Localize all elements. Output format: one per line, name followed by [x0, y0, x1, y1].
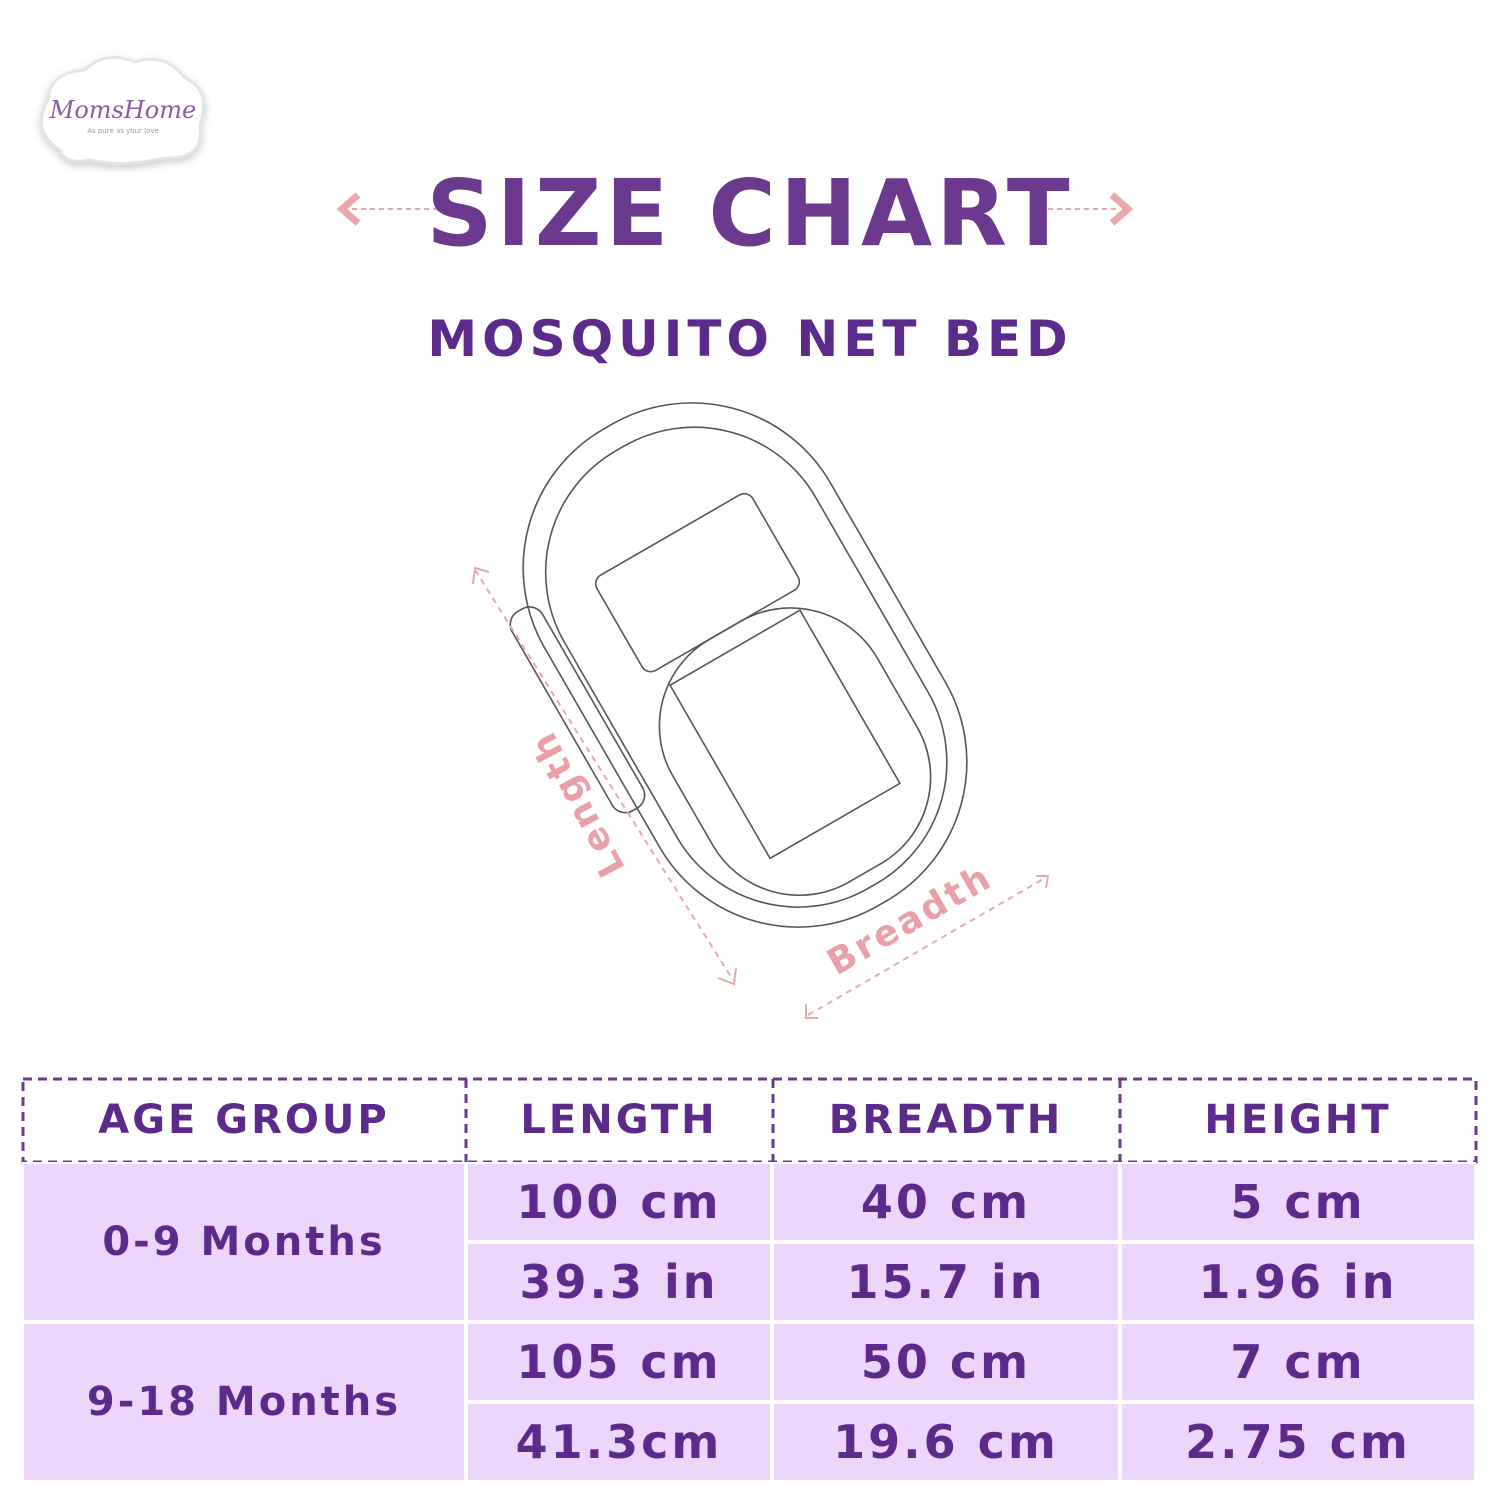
logo-tagline: As pure as your love: [87, 127, 159, 135]
bed-sketch: [509, 402, 968, 928]
value-cell: 1.96 in: [1120, 1242, 1476, 1322]
value-cell: 15.7 in: [772, 1242, 1120, 1322]
value-cell: 2.75 cm: [1120, 1402, 1476, 1482]
value-cell: 19.6 cm: [772, 1402, 1120, 1482]
header-cell: BREADTH: [828, 1097, 1064, 1143]
value-cell: 100 cm: [466, 1162, 772, 1242]
length-label: Length: [522, 723, 633, 883]
title: SIZE CHART: [426, 160, 1074, 267]
age-cell: 9-18 Months: [22, 1322, 466, 1482]
value-cell: 5 cm: [1120, 1162, 1476, 1242]
value-cell: 41.3cm: [466, 1402, 772, 1482]
value-cell: 105 cm: [466, 1322, 772, 1402]
title-arrows: [336, 192, 1134, 226]
header-cell: AGE GROUP: [98, 1097, 390, 1143]
subtitle: MOSQUITO NET BED: [427, 310, 1073, 368]
value-cell: 50 cm: [772, 1322, 1120, 1402]
value-cell: 40 cm: [772, 1162, 1120, 1242]
logo-name: MomsHome: [49, 96, 196, 124]
header-cell: LENGTH: [520, 1097, 718, 1143]
dimension-arrows: [472, 566, 1050, 1019]
age-cell: 0-9 Months: [22, 1162, 466, 1322]
value-cell: 7 cm: [1120, 1322, 1476, 1402]
header-cell: HEIGHT: [1204, 1097, 1392, 1143]
header-border: [21, 1077, 1478, 1164]
value-cell: 39.3 in: [466, 1242, 772, 1322]
logo-cloud: [39, 56, 206, 166]
